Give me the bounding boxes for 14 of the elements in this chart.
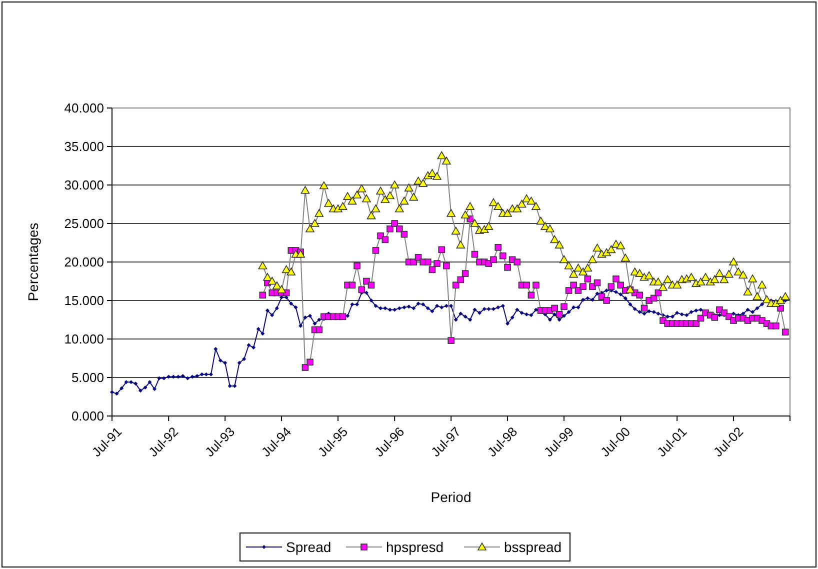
y-tick-label: 30.000 (64, 178, 104, 193)
y-tick-label: 20.000 (64, 254, 104, 270)
y-tick-label: 40.000 (64, 100, 104, 116)
legend-label: Spread (286, 538, 332, 555)
y-tick-label: 0.000 (71, 408, 104, 424)
y-tick-label: 25.000 (64, 216, 104, 232)
y-axis-title: Percentages (25, 222, 41, 302)
y-tick-label: 15.000 (64, 293, 104, 308)
x-axis-title: Period (430, 489, 472, 505)
y-tick-label: 35.000 (64, 139, 104, 154)
y-tick-label: 5.000 (71, 370, 104, 386)
legend-label: hpspresd (386, 538, 444, 555)
y-tick-label: 10.000 (64, 332, 104, 347)
legend-label: bsspread (504, 538, 562, 555)
